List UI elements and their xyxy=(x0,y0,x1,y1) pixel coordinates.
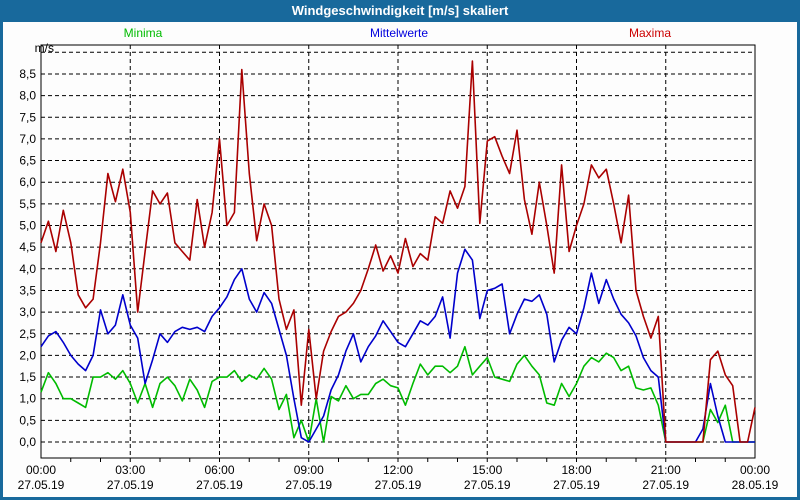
maxima-line xyxy=(40,60,756,443)
x-tick-date-label: 27.05.19 xyxy=(464,478,511,492)
y-tick-label: 2,0 xyxy=(19,348,36,362)
y-tick-label: 5,0 xyxy=(19,219,36,233)
minima-line xyxy=(40,345,755,443)
y-tick-label: 1,5 xyxy=(19,370,36,384)
mittelwerte-line xyxy=(40,248,755,443)
x-tick-time-label: 18:00 xyxy=(561,463,591,477)
legend-mittelwerte-label: Mittelwerte xyxy=(369,26,429,40)
x-tick-time-label: 21:00 xyxy=(651,463,681,477)
y-tick-label: 4,5 xyxy=(19,240,36,254)
y-tick-label: 8,0 xyxy=(19,89,36,103)
x-axis-tick-labels: 00:0027.05.1903:0027.05.1906:0027.05.190… xyxy=(18,463,779,492)
y-tick-label: 2,5 xyxy=(19,327,36,341)
x-tick-date-label: 27.05.19 xyxy=(107,478,154,492)
y-tick-label: 0,0 xyxy=(19,435,36,449)
x-tick-time-label: 00:00 xyxy=(740,463,770,477)
y-tick-label: 4,0 xyxy=(19,262,36,276)
x-tick-time-label: 12:00 xyxy=(383,463,413,477)
y-tick-label: 3,5 xyxy=(19,283,36,297)
y-tick-label: 8,5 xyxy=(19,67,36,81)
x-tick-time-label: 09:00 xyxy=(294,463,324,477)
x-tick-date-label: 27.05.19 xyxy=(196,478,243,492)
y-tick-label: 7,5 xyxy=(19,110,36,124)
gridlines xyxy=(41,45,755,458)
legend-maxima-label: Maxima xyxy=(628,26,672,40)
x-tick-time-label: 00:00 xyxy=(26,463,56,477)
y-axis-tick-labels: 0,0 0,5 1,0 1,5 2,0 2,5 3,0 3,5 4,0 4,5 5,0 5,5 6,0 6… xyxy=(19,67,36,449)
x-tick-date-label: 28.05.19 xyxy=(732,478,779,492)
window-titlebar: Windgeschwindigkeit [m/s] skaliert xyxy=(0,0,800,22)
x-tick-date-label: 27.05.19 xyxy=(18,478,65,492)
x-axis-minor-ticks xyxy=(70,458,726,462)
y-tick-label: 6,5 xyxy=(19,154,36,168)
x-tick-date-label: 27.05.19 xyxy=(553,478,600,492)
x-tick-time-label: 15:00 xyxy=(472,463,502,477)
y-tick-label: 1,0 xyxy=(19,392,36,406)
plot-border xyxy=(40,44,756,459)
y-axis-unit-label: m/s xyxy=(35,41,54,55)
y-tick-label: 5,5 xyxy=(19,197,36,211)
y-tick-label: 3,0 xyxy=(19,305,36,319)
legend-minima-label: Minima xyxy=(123,26,163,40)
y-tick-label: 6,0 xyxy=(19,175,36,189)
y-tick-label: 0,5 xyxy=(19,413,36,427)
y-tick-label: 7,0 xyxy=(19,132,36,146)
x-tick-time-label: 06:00 xyxy=(204,463,234,477)
x-tick-date-label: 27.05.19 xyxy=(375,478,422,492)
x-tick-time-label: 03:00 xyxy=(115,463,145,477)
x-tick-date-label: 27.05.19 xyxy=(285,478,332,492)
window-title: Windgeschwindigkeit [m/s] skaliert xyxy=(291,3,509,18)
x-tick-date-label: 27.05.19 xyxy=(642,478,689,492)
